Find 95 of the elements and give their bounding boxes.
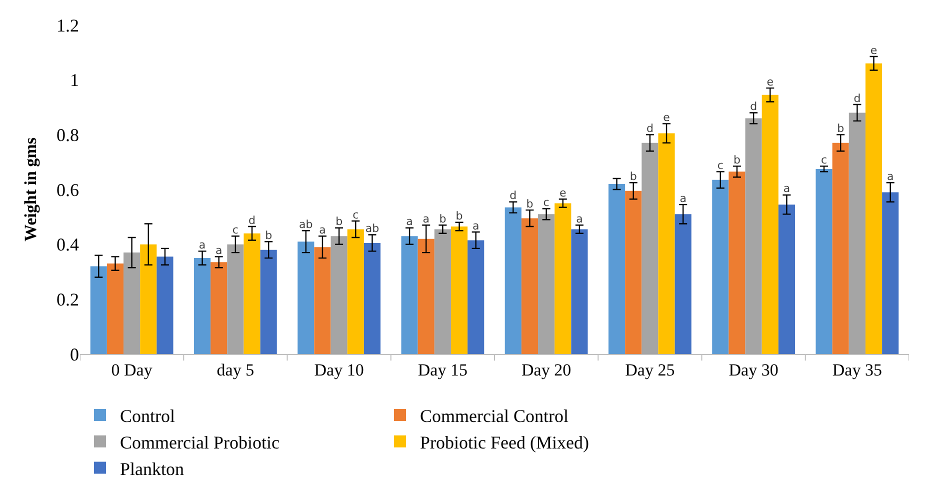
data-label: c [543, 196, 550, 209]
y-axis-title: Weight in gms [21, 137, 40, 242]
bar [90, 266, 107, 354]
data-label: a [472, 219, 480, 232]
data-label: a [783, 182, 790, 196]
bar [468, 240, 484, 354]
data-label: e [766, 75, 774, 88]
x-tick-label: Day 30 [728, 360, 778, 380]
data-label: e [560, 186, 566, 200]
data-label: c [821, 153, 828, 166]
bar [194, 258, 211, 354]
y-tick-label: 0 [70, 344, 79, 364]
y-tick-label: 0.6 [56, 180, 79, 200]
bar [571, 229, 588, 354]
data-label: a [215, 244, 222, 257]
bar [364, 242, 381, 354]
data-label: b [439, 212, 446, 226]
bar [401, 236, 418, 354]
data-label: b [456, 210, 463, 223]
x-tick-label: Day 25 [625, 360, 675, 380]
data-label: ab [365, 222, 380, 235]
x-tick-label: Day 35 [832, 360, 882, 380]
bar [434, 229, 451, 354]
bar [156, 256, 174, 354]
bar [882, 192, 899, 354]
data-label: ab [299, 218, 313, 231]
bar [658, 133, 675, 354]
bar [608, 184, 626, 354]
data-label: d [646, 122, 654, 135]
bar [244, 233, 260, 354]
bar [140, 244, 157, 354]
x-tick-label: day 5 [216, 360, 254, 380]
data-label: a [198, 238, 206, 252]
x-tick-label: Day 10 [314, 360, 364, 380]
bar [227, 244, 244, 354]
data-label: c [232, 223, 238, 236]
data-label: e [663, 110, 670, 124]
bar [330, 236, 348, 354]
data-label: a [406, 215, 413, 228]
bar [865, 63, 882, 354]
bar [642, 142, 658, 354]
bar [778, 204, 796, 354]
bar [712, 180, 729, 354]
bar [210, 262, 228, 354]
data-label: b [526, 197, 534, 210]
data-label: d [750, 100, 758, 113]
x-tick-label: 0 Day [111, 360, 153, 380]
legend-label: Control [120, 406, 176, 426]
bar [728, 172, 746, 354]
bar [745, 118, 762, 354]
legend-label: Probiotic Feed (Mixed) [420, 432, 589, 452]
bar [625, 190, 642, 354]
data-label: a [319, 223, 326, 236]
bar [762, 94, 778, 354]
x-tick-label: Day 20 [522, 360, 572, 380]
y-tick-label: 0.4 [56, 234, 79, 255]
y-tick-label: 1.2 [56, 15, 79, 36]
data-label: d [248, 214, 256, 227]
data-label: b [265, 228, 272, 242]
data-label: b [837, 122, 844, 135]
bar [314, 247, 331, 354]
legend-label: Commercial Probiotic [120, 432, 280, 452]
x-tick-label: Day 15 [418, 360, 468, 380]
y-tick-label: 0.8 [56, 124, 79, 145]
bar [554, 203, 572, 354]
data-label: b [733, 153, 740, 166]
bar [521, 218, 538, 354]
bar [124, 252, 140, 354]
data-label: a [422, 212, 430, 226]
data-label: c [717, 158, 724, 172]
bar [504, 207, 522, 354]
data-label: d [510, 189, 517, 202]
bar [298, 242, 314, 354]
data-label: a [576, 212, 583, 226]
legend-label: Commercial Control [420, 406, 568, 426]
bar [106, 264, 124, 354]
bar [418, 238, 434, 354]
bar [848, 112, 866, 354]
data-label: a [680, 192, 686, 205]
data-label: b [336, 215, 343, 228]
bar [450, 226, 468, 354]
bar [347, 229, 364, 354]
y-tick-label: 0.2 [56, 289, 79, 310]
bar [674, 214, 692, 354]
data-label: b [630, 170, 637, 183]
bar [816, 168, 832, 354]
data-label: e [870, 44, 878, 57]
y-tick-label: 1 [70, 70, 79, 90]
data-label: c [352, 208, 359, 222]
legend-label: Plankton [120, 458, 184, 479]
data-label: d [854, 92, 861, 105]
bar [538, 214, 555, 354]
data-label: a [886, 170, 894, 183]
bar [260, 250, 277, 354]
bar [832, 142, 849, 354]
